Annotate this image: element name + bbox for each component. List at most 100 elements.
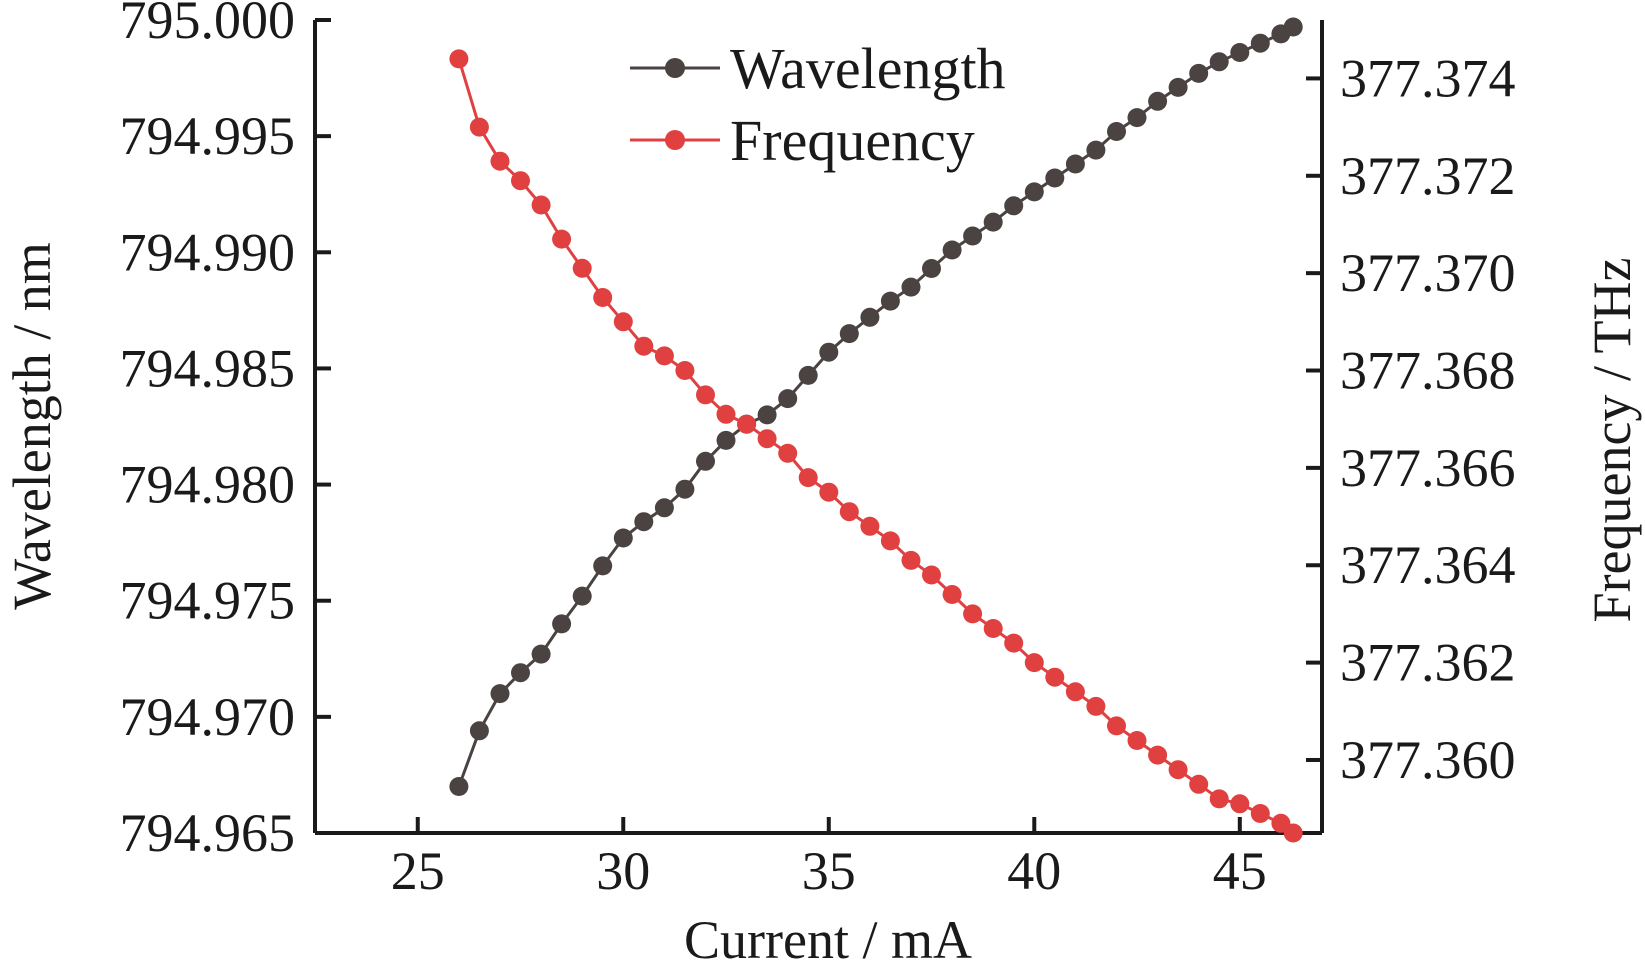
left-y-tick-label: 794.995	[120, 106, 296, 166]
data-point-frequency	[634, 336, 654, 356]
data-point-frequency	[1107, 716, 1126, 736]
data-point-wavelength	[675, 479, 695, 499]
right-y-tick-label: 377.372	[1340, 146, 1516, 206]
left-y-tick-label: 795.000	[120, 0, 296, 50]
x-tick-label: 45	[1213, 841, 1267, 901]
data-point-wavelength	[716, 430, 736, 450]
data-point-wavelength	[572, 586, 592, 606]
data-point-wavelength	[449, 777, 469, 796]
data-point-frequency	[1004, 633, 1024, 653]
data-point-wavelength	[1065, 154, 1085, 174]
left-y-tick-label: 794.965	[120, 803, 296, 863]
data-point-frequency	[449, 49, 469, 69]
data-point-frequency	[880, 531, 900, 551]
legend-label-frequency: Frequency	[730, 108, 975, 173]
x-tick-label: 25	[391, 841, 445, 901]
left-y-tick-label: 794.990	[120, 222, 296, 282]
legend: Wavelength Frequency	[630, 36, 1006, 173]
data-point-wavelength	[1250, 33, 1270, 53]
data-point-wavelength	[1086, 140, 1106, 160]
data-point-frequency	[552, 229, 572, 249]
data-point-wavelength	[552, 614, 572, 634]
data-point-wavelength	[963, 226, 983, 246]
right-y-tick-label: 377.374	[1340, 48, 1516, 108]
data-point-wavelength	[613, 528, 633, 548]
data-point-wavelength	[1168, 77, 1188, 97]
data-point-frequency	[1230, 794, 1250, 814]
legend-item-wavelength: Wavelength	[630, 36, 1006, 101]
data-point-wavelength	[1004, 196, 1024, 216]
data-point-frequency	[1024, 653, 1044, 673]
data-point-wavelength	[839, 324, 859, 344]
data-point-frequency	[511, 171, 530, 191]
axes	[313, 20, 1324, 835]
series-frequency	[449, 49, 1303, 843]
data-point-frequency	[798, 468, 818, 488]
data-point-wavelength	[1209, 52, 1229, 72]
data-point-wavelength	[531, 644, 551, 664]
data-point-frequency	[922, 565, 941, 585]
data-point-frequency	[737, 414, 757, 434]
data-point-wavelength	[983, 212, 1003, 232]
data-point-frequency	[839, 502, 859, 522]
x-axis-title: Current / mA	[684, 910, 972, 963]
legend-marker-wavelength	[665, 58, 685, 78]
data-point-frequency	[490, 151, 510, 171]
data-point-frequency	[1189, 774, 1209, 794]
data-point-frequency	[572, 258, 592, 278]
right-y-tick-label: 377.362	[1340, 633, 1516, 693]
series-layer	[449, 17, 1303, 843]
data-point-frequency	[675, 361, 695, 380]
data-point-frequency	[1086, 696, 1106, 716]
data-point-wavelength	[1024, 182, 1044, 202]
x-ticks: 25 30 35 40 45	[391, 817, 1267, 901]
left-y-tick-label: 794.980	[120, 455, 296, 515]
data-point-wavelength	[880, 291, 900, 311]
data-point-wavelength	[469, 721, 489, 741]
x-tick-label: 40	[1007, 841, 1061, 901]
right-y-tick-label: 377.366	[1340, 438, 1516, 498]
data-point-frequency	[778, 443, 798, 463]
data-point-wavelength	[757, 405, 777, 425]
data-point-frequency	[469, 117, 489, 137]
right-y-tick-label: 377.364	[1340, 535, 1516, 595]
data-point-wavelength	[1127, 108, 1147, 128]
data-point-wavelength	[696, 451, 715, 471]
data-point-wavelength	[778, 389, 798, 409]
x-tick-label: 35	[802, 841, 856, 901]
x-tick-label: 30	[596, 841, 650, 901]
data-point-frequency	[716, 404, 736, 424]
series-wavelength	[449, 17, 1303, 796]
data-point-wavelength	[490, 684, 510, 704]
data-point-wavelength	[901, 277, 921, 297]
data-point-wavelength	[922, 259, 941, 278]
data-point-frequency	[613, 312, 633, 332]
data-point-wavelength	[1230, 43, 1250, 62]
data-point-frequency	[963, 604, 983, 624]
data-point-wavelength	[798, 365, 818, 385]
left-y-tick-label: 794.975	[120, 571, 296, 631]
data-point-frequency	[654, 346, 674, 366]
right-y-axis-title: Frequency / THz	[1582, 258, 1642, 623]
data-point-frequency	[593, 288, 613, 307]
data-point-frequency	[1250, 804, 1270, 823]
data-point-wavelength	[942, 240, 962, 260]
data-point-wavelength	[511, 663, 530, 683]
data-point-frequency	[942, 585, 962, 604]
legend-item-frequency: Frequency	[630, 108, 975, 173]
data-point-frequency	[696, 385, 715, 405]
data-point-frequency	[1168, 760, 1188, 780]
data-point-frequency	[983, 619, 1003, 638]
data-point-frequency	[901, 550, 921, 570]
left-y-tick-label: 794.985	[120, 338, 296, 398]
data-point-frequency	[757, 429, 777, 449]
data-point-wavelength	[654, 498, 674, 518]
data-point-frequency	[1045, 667, 1065, 687]
data-point-frequency	[1065, 682, 1085, 702]
data-point-wavelength	[1189, 63, 1209, 83]
left-y-ticks: 794.965 794.970 794.975 794.980 794.985 794.9…	[120, 0, 331, 863]
data-point-wavelength	[1283, 17, 1303, 37]
data-point-frequency	[531, 195, 551, 215]
data-point-wavelength	[593, 556, 613, 576]
